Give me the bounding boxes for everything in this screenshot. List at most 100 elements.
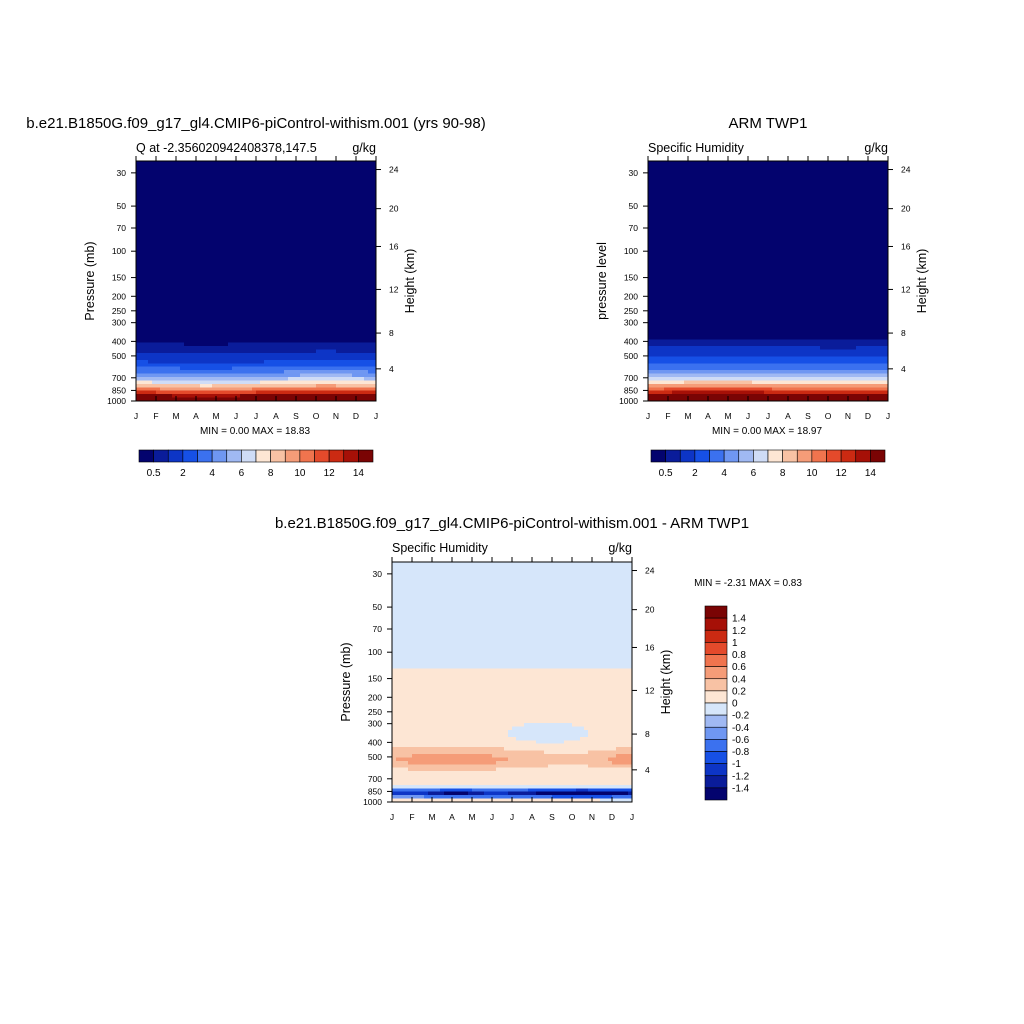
field-cell <box>256 171 261 176</box>
field-cell <box>172 353 177 358</box>
field-cell <box>372 373 377 378</box>
field-cell <box>324 322 329 327</box>
field-cell <box>252 342 257 347</box>
field-cell <box>196 366 201 371</box>
field-cell <box>156 353 161 358</box>
field-cell <box>164 322 169 327</box>
field-cell <box>256 294 261 299</box>
field-cell <box>344 236 349 241</box>
field-cell <box>292 342 297 347</box>
field-cell <box>160 263 165 268</box>
field-cell <box>368 356 373 361</box>
field-cell <box>256 311 261 316</box>
field-cell <box>164 349 169 354</box>
field-cell <box>172 257 177 262</box>
field-cell <box>348 390 353 395</box>
field-cell <box>284 257 289 262</box>
field-cell <box>248 325 253 330</box>
field-cell <box>160 267 165 272</box>
field-cell <box>368 339 373 344</box>
field-cell <box>320 356 325 361</box>
field-cell <box>252 181 257 186</box>
field-cell <box>184 305 189 310</box>
field-cell <box>368 363 373 368</box>
field-cell <box>244 284 249 289</box>
field-cell <box>684 188 689 193</box>
field-cell <box>164 298 169 303</box>
field-cell <box>204 291 209 296</box>
field-cell <box>212 291 217 296</box>
field-cell <box>292 322 297 327</box>
field-cell <box>144 315 149 320</box>
field-cell <box>236 239 241 244</box>
field-cell <box>216 191 221 196</box>
field-cell <box>152 281 157 286</box>
field-cell <box>332 390 337 395</box>
field-cell <box>240 281 245 286</box>
field-cell <box>160 195 165 200</box>
field-cell <box>264 202 269 207</box>
field-cell <box>252 294 257 299</box>
field-cell <box>204 164 209 169</box>
field-cell <box>816 188 821 193</box>
field-cell <box>268 294 273 299</box>
field-cell <box>212 215 217 220</box>
field-cell <box>648 171 653 176</box>
field-cell <box>184 274 189 279</box>
field-cell <box>240 329 245 334</box>
field-cell <box>152 383 157 388</box>
field-cell <box>236 284 241 289</box>
field-cell <box>216 349 221 354</box>
field-cell <box>348 257 353 262</box>
field-cell <box>284 161 289 166</box>
field-cell <box>260 335 265 340</box>
panel1: J F M A M J J A S O N D J305070100150200250300400500… <box>83 156 417 479</box>
field-cell <box>236 387 241 392</box>
field-cell <box>168 377 173 382</box>
field-cell <box>188 198 193 203</box>
field-cell <box>200 226 205 231</box>
field-cell <box>204 181 209 186</box>
field-cell <box>296 356 301 361</box>
field-cell <box>212 308 217 313</box>
field-cell <box>144 373 149 378</box>
field-cell <box>256 270 261 275</box>
field-cell <box>284 281 289 286</box>
field-cell <box>336 281 341 286</box>
field-cell <box>340 363 345 368</box>
field-cell <box>220 243 225 248</box>
y-tick-label: 1000 <box>107 396 126 406</box>
field-cell <box>332 188 337 193</box>
field-cell <box>192 171 197 176</box>
field-cell <box>276 349 281 354</box>
field-cell <box>184 236 189 241</box>
field-cell <box>780 161 785 166</box>
field-cell <box>168 270 173 275</box>
field-cell <box>792 191 797 196</box>
field-cell <box>156 229 161 234</box>
field-cell <box>180 209 185 214</box>
field-cell <box>352 195 357 200</box>
field-cell <box>728 178 733 183</box>
field-cell <box>364 174 369 179</box>
field-cell <box>332 359 337 364</box>
field-cell <box>172 219 177 224</box>
field-cell <box>156 318 161 323</box>
field-cell <box>296 339 301 344</box>
field-cell <box>244 329 249 334</box>
field-cell <box>760 171 765 176</box>
field-cell <box>280 294 285 299</box>
field-cell <box>372 229 377 234</box>
field-cell <box>268 243 273 248</box>
field-cell <box>740 171 745 176</box>
field-cell <box>184 178 189 183</box>
field-cell <box>324 291 329 296</box>
field-cell <box>164 226 169 231</box>
field-cell <box>336 188 341 193</box>
field-cell <box>880 195 885 200</box>
field-cell <box>248 373 253 378</box>
field-cell <box>296 353 301 358</box>
field-cell <box>324 329 329 334</box>
field-cell <box>256 383 261 388</box>
colorbar-swatch <box>197 449 213 463</box>
